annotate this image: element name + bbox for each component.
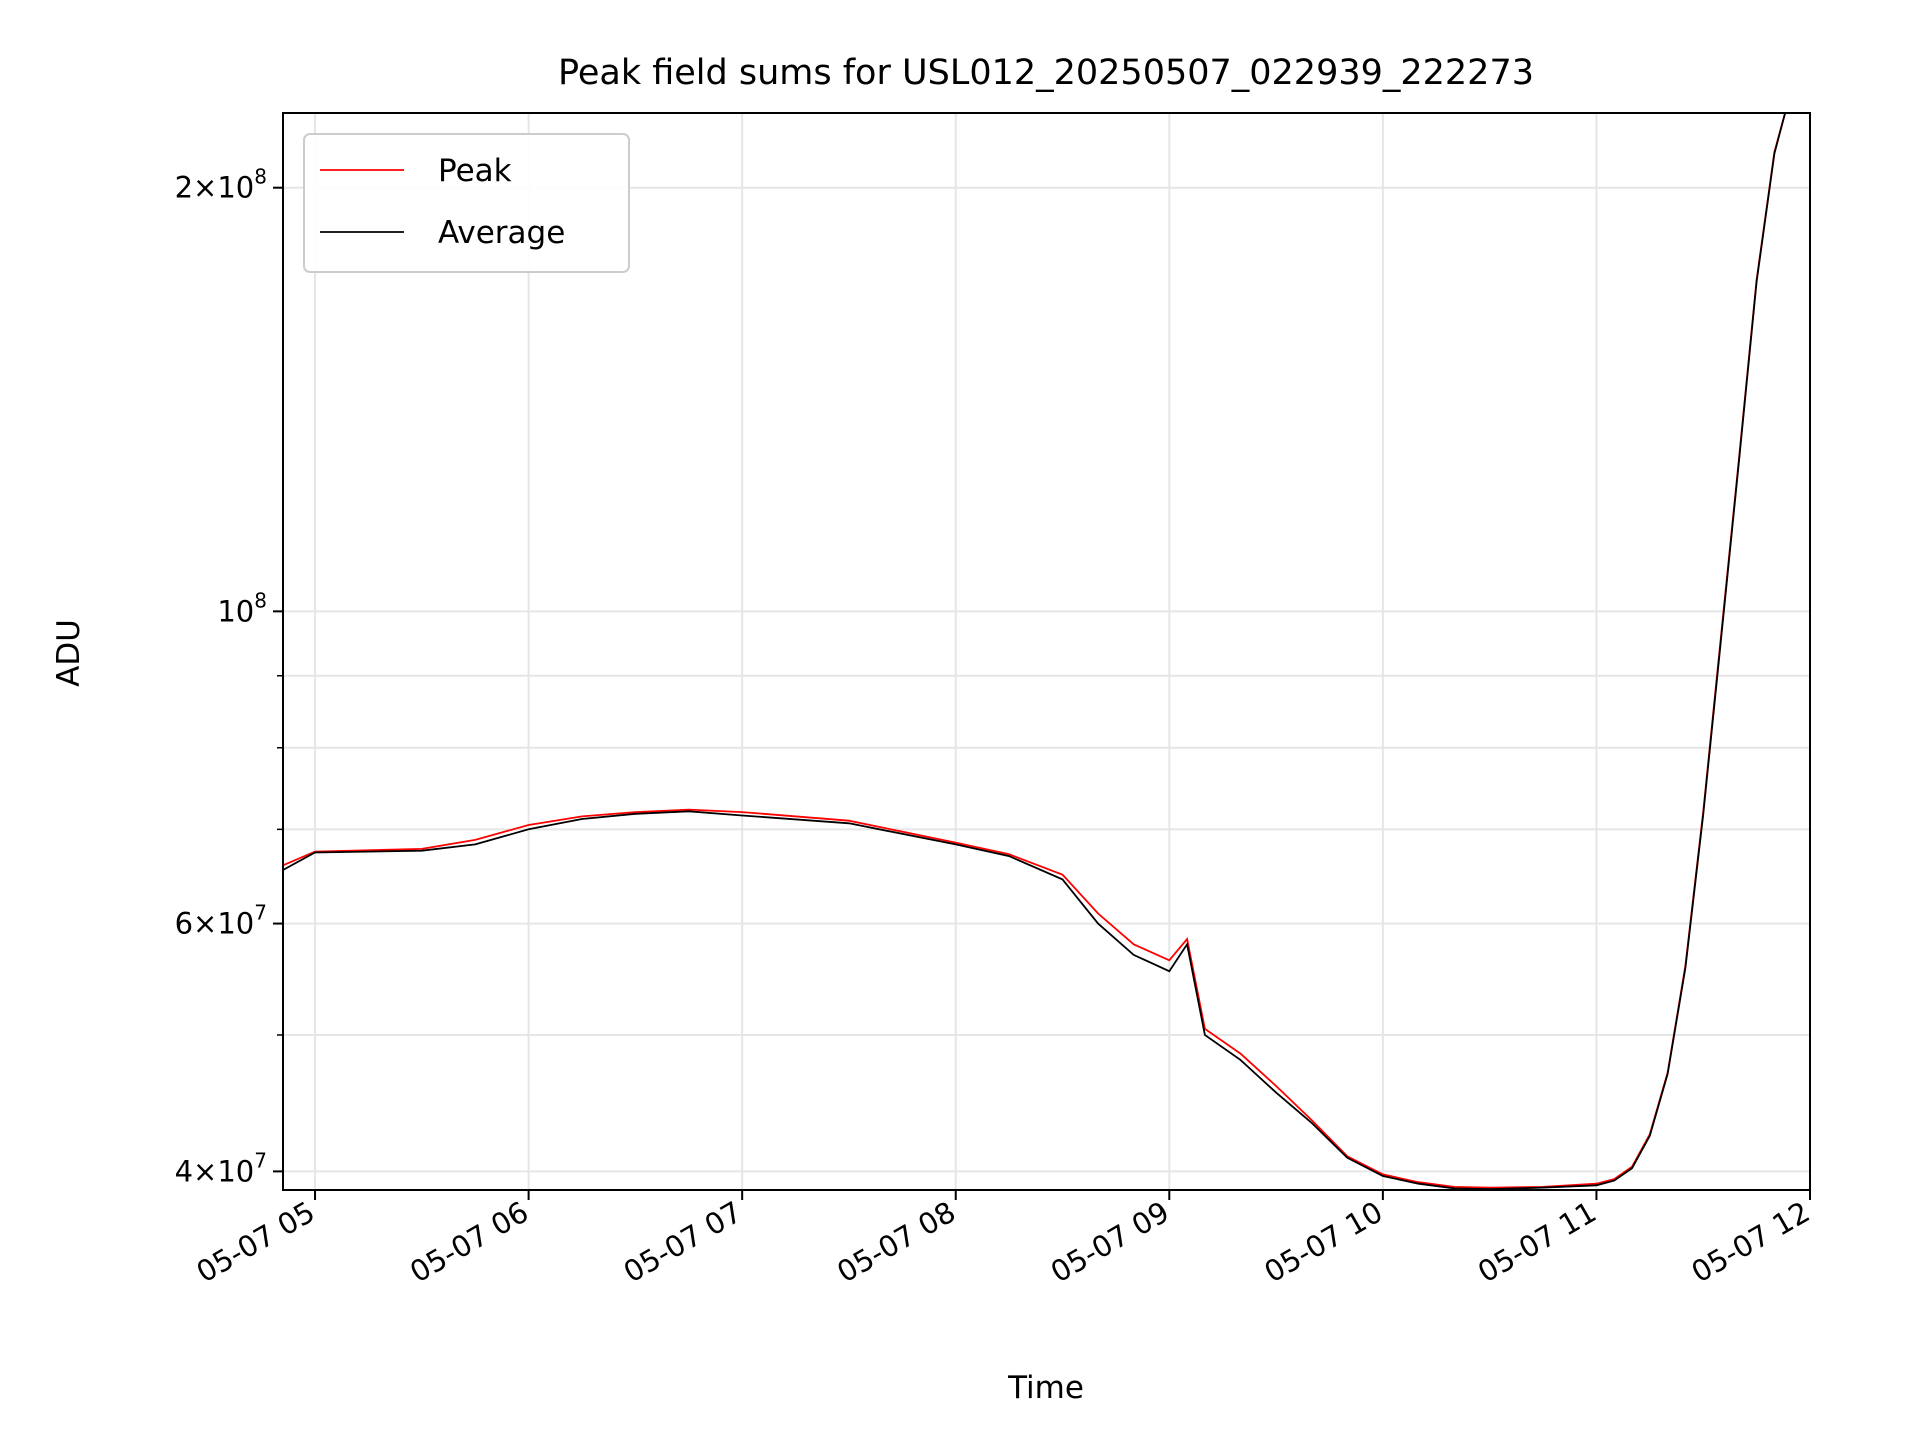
- plot-frame: [282, 112, 1811, 1191]
- grid: [283, 113, 1811, 1190]
- y-tick-label: 4×107: [175, 1148, 267, 1188]
- y-tick-label: 108: [217, 588, 267, 628]
- series-lines: [283, 113, 1786, 1190]
- y-tick-label: 6×107: [175, 901, 267, 941]
- legend-label: Average: [438, 215, 565, 251]
- y-tick-label: 2×108: [175, 165, 267, 205]
- x-axis-label: Time: [1007, 1370, 1084, 1406]
- legend-box: [303, 133, 630, 273]
- legend-label: Peak: [438, 153, 512, 189]
- chart-title: Peak field sums for USL012_20250507_0229…: [558, 53, 1534, 93]
- legend: Peak Average: [303, 133, 630, 273]
- series-line-average: [283, 113, 1786, 1190]
- y-axis-label: ADU: [51, 619, 87, 687]
